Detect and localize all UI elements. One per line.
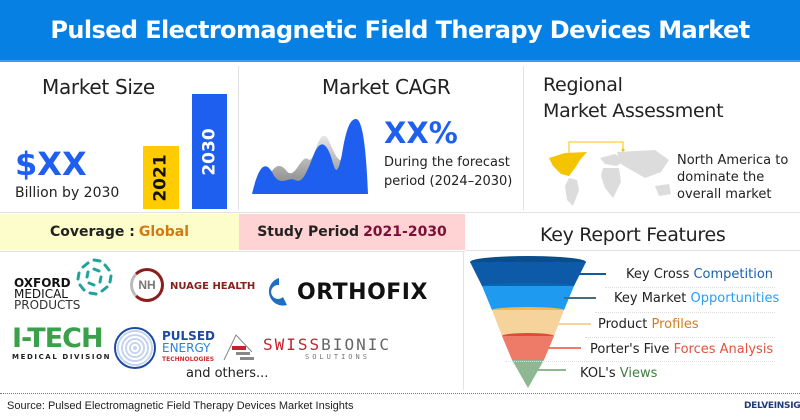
regional-note-line1: North America to — [677, 153, 789, 168]
feature-item-competition: Key Cross Competition — [626, 267, 774, 282]
bar-label-2021: 2021 — [151, 153, 172, 202]
regional-title-line1: Regional — [543, 74, 623, 96]
divider — [523, 66, 524, 210]
others-text: and others... — [186, 366, 269, 381]
cagr-description-line2: period (2024–2030) — [384, 174, 513, 189]
feature-item-opportunities: Key Market Opportunities — [614, 291, 780, 306]
page-title: Pulsed Electromagnetic Field Therapy Dev… — [50, 16, 750, 44]
coverage-strip: Coverage : Global — [0, 214, 239, 250]
footer-divider — [0, 393, 800, 394]
divider — [505, 361, 775, 362]
market-size-title: Market Size — [42, 75, 155, 99]
divider — [0, 251, 465, 252]
orthofix-mark-icon — [268, 278, 287, 306]
logo-pulsed-energy: PULSED ENERGY TECHNOLOGIES — [162, 329, 215, 363]
source-text: Source: Pulsed Electromagnetic Field The… — [7, 400, 354, 412]
logo-swiss-bionic: SWISSBIONIC SOLUTIONS — [263, 335, 391, 362]
nuage-health-mark: NH — [130, 268, 164, 302]
logo-nuage-health: NUAGE HEALTH — [170, 281, 256, 292]
study-period-value: 2021-2030 — [363, 224, 447, 240]
feature-item-profiles: Product Profiles — [598, 317, 699, 332]
study-period-label: Study Period — [257, 224, 360, 240]
oxford-swirl-icon — [76, 258, 113, 296]
key-features-title: Key Report Features — [540, 224, 726, 246]
feature-item-porters: Porter's Five Forces Analysis — [590, 342, 774, 357]
swissbionic-mark-icon — [223, 334, 254, 361]
divider — [238, 66, 239, 210]
header-banner: Pulsed Electromagnetic Field Therapy Dev… — [0, 0, 800, 62]
logo-itech: I-TECH MEDICAL DIVISION — [12, 323, 112, 362]
regional-note-line3: overall market — [677, 187, 772, 202]
divider — [585, 337, 775, 338]
divider — [463, 252, 464, 390]
coverage-label: Coverage : — [49, 224, 135, 240]
divider — [0, 212, 800, 213]
feature-item-kol: KOL's Views — [580, 366, 658, 381]
bar-2021: 2021 — [143, 146, 179, 209]
divider — [465, 250, 800, 251]
funnel-icon — [470, 256, 606, 388]
cagr-description-line1: During the forecast — [384, 155, 510, 170]
wave-chart-icon — [252, 119, 368, 194]
delveinsight-logo: DELVEINSIGHT — [744, 401, 800, 411]
market-size-subtitle: Billion by 2030 — [15, 185, 120, 201]
cagr-description: During the forecast period (2024–2030) — [384, 153, 512, 191]
bar-2030: 2030 — [192, 94, 227, 209]
bar-label-2030: 2030 — [199, 127, 220, 176]
market-size-value: $XX — [15, 145, 87, 183]
regional-title-line2: Market Assessment — [543, 100, 724, 122]
market-cagr-title: Market CAGR — [322, 75, 451, 99]
world-map-icon — [549, 141, 671, 206]
divider — [605, 287, 775, 288]
coverage-value: Global — [138, 224, 190, 240]
regional-note-line2: dominate the — [677, 170, 765, 185]
logo-oxford-medical: OXFORD MEDICAL PRODUCTS — [14, 276, 81, 312]
regional-note: North America to dominate the overall ma… — [677, 152, 788, 203]
study-period-strip: Study Period 2021-2030 — [239, 214, 465, 250]
logo-orthofix: ORTHOFIX — [297, 280, 428, 305]
cagr-value: XX% — [384, 116, 458, 150]
divider — [595, 312, 775, 313]
pulsed-energy-globe-icon — [114, 327, 156, 369]
regional-title: Regional Market Assessment — [543, 72, 724, 124]
